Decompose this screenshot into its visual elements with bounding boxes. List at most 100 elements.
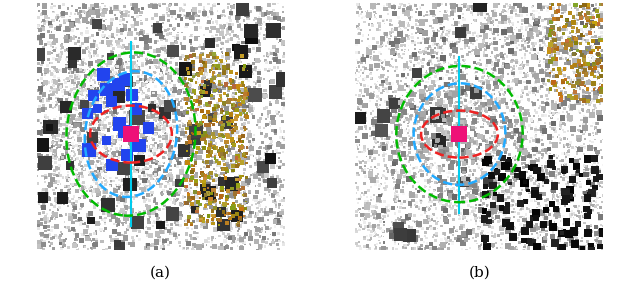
Point (111, 121, 122, 126)
Point (40, 113, 51, 118)
Point (428, 10, 438, 15)
Point (420, 47, 431, 52)
Point (532, 225, 543, 230)
Point (279, 135, 289, 140)
Point (188, 247, 198, 252)
Point (183, 98, 193, 103)
Point (436, 237, 447, 242)
Point (588, 65, 598, 70)
Point (453, 34, 463, 39)
Point (456, 93, 467, 97)
Point (404, 238, 415, 243)
Point (460, 45, 470, 50)
Point (468, 227, 479, 232)
Point (440, 236, 451, 241)
Point (438, 19, 448, 23)
Point (561, 39, 571, 44)
Point (216, 49, 227, 54)
Point (103, 196, 113, 201)
Point (140, 83, 150, 88)
Point (355, 244, 365, 249)
Point (521, 216, 531, 221)
Point (251, 68, 261, 73)
Point (235, 140, 245, 144)
Point (595, 116, 605, 121)
Point (77, 205, 87, 209)
Point (211, 38, 221, 43)
Point (34, 32, 44, 37)
Point (138, 150, 148, 155)
Point (136, 223, 147, 228)
Point (152, 31, 163, 36)
Point (238, 186, 248, 191)
Point (396, 3, 406, 8)
Point (421, 29, 431, 34)
Point (564, 170, 575, 174)
Point (60, 224, 70, 229)
Point (215, 98, 225, 102)
Point (549, 120, 559, 124)
Point (420, 116, 431, 121)
Point (387, 173, 397, 177)
Point (356, 82, 366, 87)
Point (467, 152, 477, 157)
Point (239, 103, 249, 108)
Point (486, 123, 497, 127)
Point (199, 225, 209, 230)
Point (186, 110, 196, 114)
Point (91, 20, 101, 24)
Point (458, 176, 468, 181)
Point (130, 145, 140, 149)
Point (536, 195, 547, 200)
Point (179, 97, 189, 101)
Point (138, 133, 148, 138)
Point (534, 203, 545, 208)
Point (455, 132, 465, 136)
Point (408, 131, 418, 135)
Point (516, 121, 527, 125)
Point (445, 201, 456, 206)
Point (582, 157, 593, 162)
Point (444, 156, 454, 160)
Point (180, 188, 190, 193)
Point (184, 184, 194, 188)
Point (79, 113, 89, 117)
Point (68, 135, 78, 139)
Point (236, 12, 246, 16)
Point (221, 120, 232, 125)
Point (124, 111, 134, 116)
Point (54, 98, 65, 103)
Point (242, 151, 252, 155)
Point (429, 139, 440, 144)
Point (530, 55, 540, 60)
Point (584, 181, 594, 185)
Point (412, 6, 422, 11)
Point (472, 34, 482, 38)
Point (351, 209, 362, 214)
Point (502, 54, 512, 59)
Point (65, 74, 76, 78)
Point (531, 85, 541, 89)
Point (518, 135, 528, 139)
Point (365, 44, 375, 49)
Point (492, 167, 502, 172)
Point (241, 206, 251, 211)
Point (438, 203, 449, 208)
Point (119, 64, 129, 69)
Point (124, 181, 134, 186)
Point (74, 35, 84, 40)
Point (522, 62, 532, 67)
Point (199, 5, 209, 10)
Point (69, 214, 79, 219)
Point (461, 184, 471, 188)
Point (161, 88, 172, 93)
Point (109, 160, 119, 165)
Point (432, 215, 442, 220)
Point (114, 54, 124, 59)
Point (177, 120, 187, 125)
Point (383, 8, 394, 13)
Point (388, 186, 399, 190)
Point (453, 30, 463, 35)
Point (67, 21, 77, 26)
Point (568, 15, 579, 19)
